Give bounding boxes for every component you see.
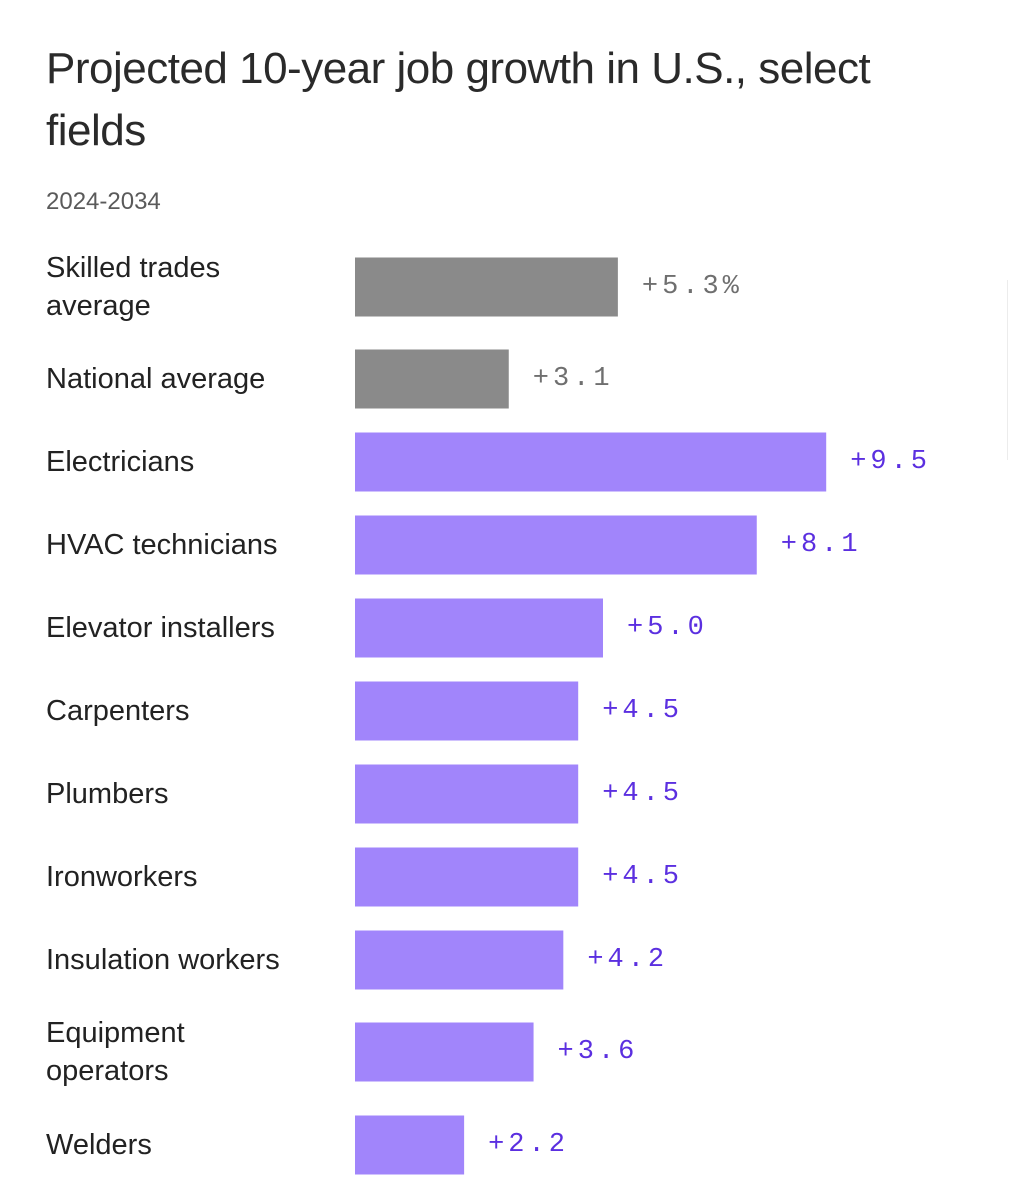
value-label-equipment-operators: +3.6 [558, 1037, 639, 1067]
value-label-elevator-installers: +5.0 [627, 613, 708, 643]
row-label-line: average [46, 290, 151, 322]
value-label-ironworkers: +4.5 [602, 862, 683, 892]
value-label-insulation-workers: +4.2 [587, 945, 668, 975]
row-label-line: operators [46, 1055, 169, 1087]
row-label-national-average: National average [46, 363, 265, 395]
bar-plumbers [355, 764, 579, 824]
chart-subtitle: 2024-2034 [46, 188, 161, 215]
row-label-welders: Welders [46, 1129, 152, 1161]
row-label-line: National average [46, 363, 265, 395]
row-label-line: Carpenters [46, 695, 189, 727]
row-label-line: Ironworkers [46, 861, 198, 893]
edge-divider [1007, 280, 1008, 460]
row-label-line: Insulation workers [46, 944, 280, 976]
bar-welders [355, 1115, 465, 1175]
row-label-line: Electricians [46, 446, 194, 478]
bar-equipment-operators [355, 1022, 534, 1082]
row-label-line: Welders [46, 1129, 152, 1161]
bar-ironworkers [355, 847, 579, 907]
row-label-line: HVAC technicians [46, 529, 278, 561]
row-label-insulation-workers: Insulation workers [46, 944, 280, 976]
bar-national-average [355, 349, 509, 409]
value-label-plumbers: +4.5 [602, 779, 683, 809]
value-label-skilled-trades-average: +5.3% [642, 272, 743, 302]
row-label-electricians: Electricians [46, 446, 194, 478]
row-label-line: Elevator installers [46, 612, 275, 644]
row-label-hvac-technicians: HVAC technicians [46, 529, 278, 561]
row-label-elevator-installers: Elevator installers [46, 612, 275, 644]
value-label-national-average: +3.1 [533, 364, 614, 394]
row-label-line: Equipment [46, 1017, 185, 1049]
chart-title: Projected 10-year job growth in U.S., se… [46, 44, 871, 155]
bar-insulation-workers [355, 930, 564, 990]
row-label-plumbers: Plumbers [46, 778, 169, 810]
value-label-carpenters: +4.5 [602, 696, 683, 726]
row-label-ironworkers: Ironworkers [46, 861, 198, 893]
row-label-line: Skilled trades [46, 252, 220, 284]
row-label-carpenters: Carpenters [46, 695, 189, 727]
value-label-hvac-technicians: +8.1 [781, 530, 862, 560]
row-label-skilled-trades-average: Skilled trades average [46, 252, 220, 322]
value-label-welders: +2.2 [488, 1130, 569, 1160]
row-label-equipment-operators: Equipment operators [46, 1017, 185, 1087]
bar-carpenters [355, 681, 579, 741]
bar-electricians [355, 432, 827, 492]
row-label-line: Plumbers [46, 778, 169, 810]
bar-elevator-installers [355, 598, 603, 658]
bar-skilled-trades-average [355, 257, 618, 317]
bar-hvac-technicians [355, 515, 757, 575]
value-label-electricians: +9.5 [850, 447, 931, 477]
